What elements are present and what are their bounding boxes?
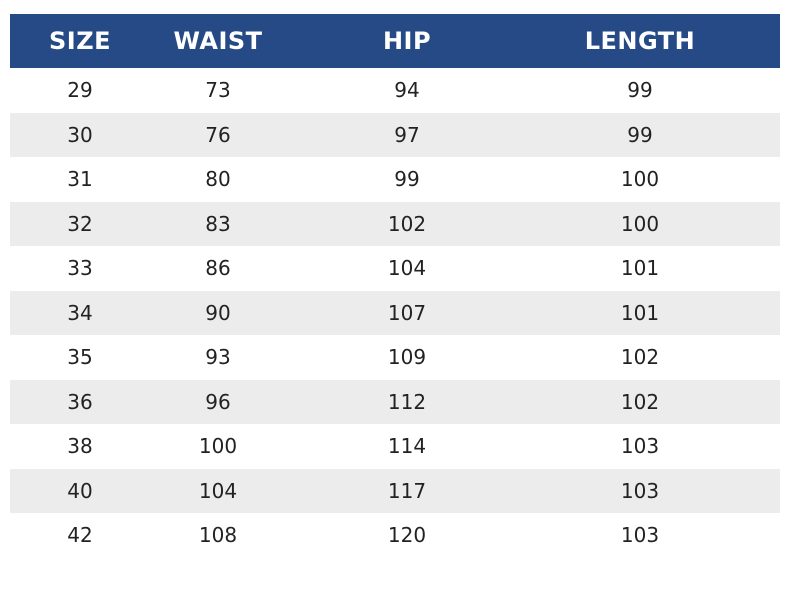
cell-length: 102 bbox=[620, 389, 660, 414]
cell-waist: 86 bbox=[205, 256, 231, 281]
cell-waist: 90 bbox=[205, 300, 231, 325]
cell-waist: 73 bbox=[205, 78, 231, 103]
cell-waist: 83 bbox=[205, 211, 231, 236]
table-row: 31 80 99 100 bbox=[10, 157, 780, 202]
cell-length: 101 bbox=[620, 300, 660, 325]
cell-size: 35 bbox=[67, 345, 93, 370]
table-row: 35 93 109 102 bbox=[10, 335, 780, 380]
header-length: LENGTH bbox=[584, 27, 696, 55]
cell-length: 103 bbox=[620, 478, 660, 503]
cell-length: 103 bbox=[620, 523, 660, 548]
cell-hip: 104 bbox=[387, 256, 427, 281]
cell-hip: 120 bbox=[387, 523, 427, 548]
cell-hip: 109 bbox=[387, 345, 427, 370]
table-row: 33 86 104 101 bbox=[10, 246, 780, 291]
cell-length: 99 bbox=[627, 122, 653, 147]
cell-length: 103 bbox=[620, 434, 660, 459]
header-waist: WAIST bbox=[173, 27, 263, 55]
cell-size: 38 bbox=[67, 434, 93, 459]
cell-length: 100 bbox=[620, 167, 660, 192]
cell-length: 100 bbox=[620, 211, 660, 236]
cell-waist: 96 bbox=[205, 389, 231, 414]
table-row: 42 108 120 103 bbox=[10, 513, 780, 558]
cell-length: 99 bbox=[627, 78, 653, 103]
table-row: 32 83 102 100 bbox=[10, 201, 780, 246]
cell-hip: 114 bbox=[387, 434, 427, 459]
cell-hip: 102 bbox=[387, 211, 427, 236]
cell-waist: 76 bbox=[205, 122, 231, 147]
cell-waist: 104 bbox=[198, 478, 238, 503]
cell-size: 33 bbox=[67, 256, 93, 281]
cell-length: 102 bbox=[620, 345, 660, 370]
size-chart-table: SIZE WAIST HIP LENGTH 29 73 94 99 30 76 97 99 31… bbox=[10, 14, 780, 558]
cell-waist: 93 bbox=[205, 345, 231, 370]
cell-size: 30 bbox=[67, 122, 93, 147]
header-hip: HIP bbox=[382, 27, 432, 55]
table-row: 30 76 97 99 bbox=[10, 112, 780, 157]
table-row: 40 104 117 103 bbox=[10, 468, 780, 513]
cell-hip: 97 bbox=[394, 122, 420, 147]
cell-size: 36 bbox=[67, 389, 93, 414]
header-size: SIZE bbox=[48, 27, 111, 55]
cell-hip: 107 bbox=[387, 300, 427, 325]
cell-waist: 108 bbox=[198, 523, 238, 548]
table-row: 29 73 94 99 bbox=[10, 68, 780, 113]
cell-hip: 94 bbox=[394, 78, 420, 103]
cell-size: 29 bbox=[67, 78, 93, 103]
table-row: 34 90 107 101 bbox=[10, 290, 780, 335]
cell-waist: 100 bbox=[198, 434, 238, 459]
table-header: SIZE WAIST HIP LENGTH bbox=[10, 14, 780, 68]
cell-size: 31 bbox=[67, 167, 93, 192]
cell-size: 42 bbox=[67, 523, 93, 548]
cell-hip: 112 bbox=[387, 389, 427, 414]
cell-size: 32 bbox=[67, 211, 93, 236]
cell-hip: 117 bbox=[387, 478, 427, 503]
table-row: 38 100 114 103 bbox=[10, 424, 780, 469]
cell-waist: 80 bbox=[205, 167, 231, 192]
cell-size: 40 bbox=[67, 478, 93, 503]
cell-size: 34 bbox=[67, 300, 93, 325]
cell-length: 101 bbox=[620, 256, 660, 281]
table-body: 29 73 94 99 30 76 97 99 31 80 99 100 32 83 102 100 33 86 1… bbox=[10, 68, 780, 558]
cell-hip: 99 bbox=[394, 167, 420, 192]
table-row: 36 96 112 102 bbox=[10, 379, 780, 424]
